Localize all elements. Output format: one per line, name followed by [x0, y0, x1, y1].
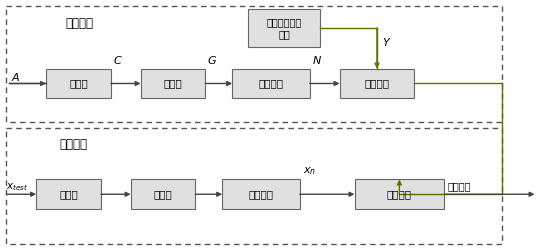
Text: $x_{test}$: $x_{test}$: [7, 181, 29, 193]
Text: 波段选择: 波段选择: [249, 189, 274, 199]
Text: 标准样本甲醇
含量: 标准样本甲醇 含量: [267, 17, 301, 39]
Text: 甲醇含量: 甲醇含量: [447, 181, 471, 191]
Text: $A$: $A$: [11, 71, 21, 83]
Bar: [248, 9, 320, 47]
Text: 归一化: 归一化: [164, 78, 182, 88]
Text: 模型计算: 模型计算: [387, 189, 412, 199]
Bar: [46, 69, 111, 98]
Bar: [7, 128, 502, 244]
Text: $Y$: $Y$: [382, 36, 392, 48]
Bar: [355, 179, 444, 209]
Text: $C$: $C$: [113, 54, 122, 66]
Text: $x_n$: $x_n$: [303, 166, 316, 177]
Text: 波段选择: 波段选择: [258, 78, 283, 88]
Bar: [36, 179, 101, 209]
Bar: [131, 179, 195, 209]
Bar: [7, 6, 502, 122]
Text: 去基线: 去基线: [69, 78, 88, 88]
Text: 建立模型: 建立模型: [364, 78, 390, 88]
Text: 归一化: 归一化: [154, 189, 172, 199]
Bar: [141, 69, 205, 98]
Text: 建模阶段: 建模阶段: [65, 17, 93, 30]
Bar: [232, 69, 310, 98]
Bar: [222, 179, 300, 209]
Text: $N$: $N$: [312, 54, 322, 66]
Text: $G$: $G$: [207, 54, 218, 66]
Bar: [339, 69, 415, 98]
Text: 去基线: 去基线: [59, 189, 78, 199]
Text: 测试阶段: 测试阶段: [59, 138, 87, 151]
